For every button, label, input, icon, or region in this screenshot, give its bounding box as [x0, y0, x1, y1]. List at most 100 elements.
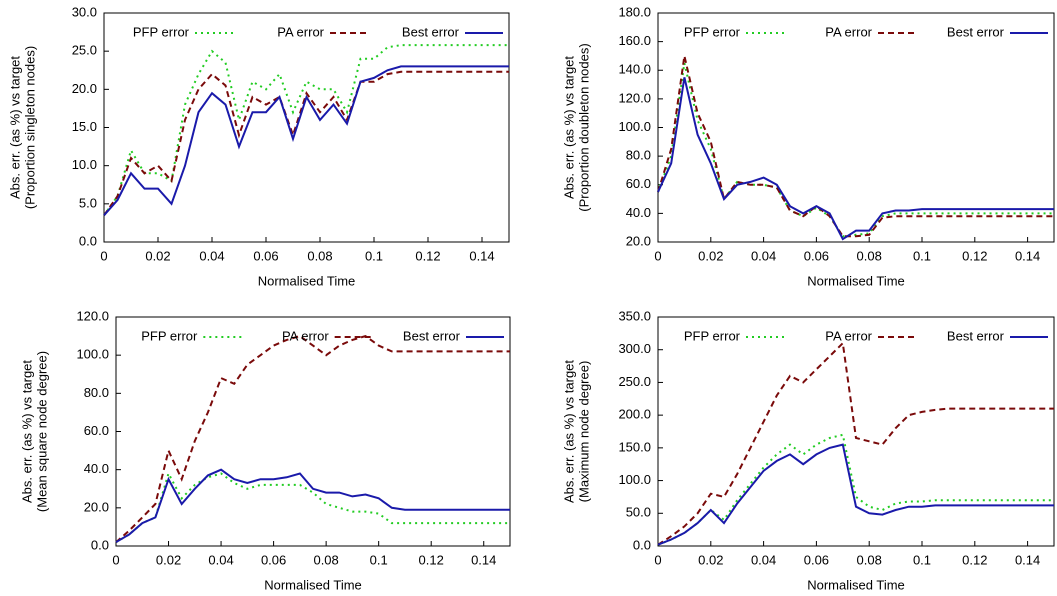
x-axis-title: Normalised Time	[264, 577, 362, 592]
plot-frame	[657, 12, 1055, 243]
x-tick-label: 0.06	[804, 552, 829, 567]
y-axis-title: (Maximum node degree)	[576, 361, 591, 503]
y-tick-label: 120.0	[618, 90, 651, 105]
y-axis-title: Abs. err. (as %) vs target	[7, 56, 22, 199]
x-tick-label: 0.1	[913, 248, 931, 263]
x-tick-label: 0.08	[313, 552, 338, 567]
y-tick-label: 50.0	[626, 505, 651, 520]
y-tick-label: 150.0	[618, 439, 651, 454]
x-tick-label: 0.04	[208, 552, 233, 567]
y-tick-label: 40.0	[626, 205, 651, 220]
x-tick-label: 0.14	[471, 552, 496, 567]
x-tick-label: 0	[100, 248, 107, 263]
x-tick-label: 0.14	[469, 248, 494, 263]
x-tick-label: 0.02	[698, 248, 723, 263]
x-tick-label: 0.06	[261, 552, 286, 567]
y-tick-label: 200.0	[618, 407, 651, 422]
y-tick-label: 100.0	[618, 119, 651, 134]
series-line	[115, 468, 510, 544]
y-tick-label: 40.0	[84, 461, 109, 476]
y-tick-label: 5.0	[79, 195, 97, 210]
y-tick-label: 160.0	[618, 33, 651, 48]
x-tick-label: 0.12	[415, 248, 440, 263]
plot-frame	[103, 12, 510, 243]
x-tick-label: 0.02	[145, 248, 170, 263]
x-tick-label: 0.14	[1015, 552, 1040, 567]
y-tick-label: 10.0	[72, 157, 97, 172]
x-tick-label: 0.04	[199, 248, 224, 263]
legend-label: PA error	[277, 24, 324, 39]
x-tick-label: 0.08	[307, 248, 332, 263]
legend-label: PA error	[282, 328, 329, 343]
x-tick-label: 0.12	[419, 552, 444, 567]
series-line	[657, 77, 1054, 241]
series-line	[657, 443, 1054, 546]
y-tick-label: 20.0	[72, 81, 97, 96]
x-tick-label: 0.04	[751, 248, 776, 263]
legend-label: Best error	[947, 328, 1005, 343]
y-tick-label: 140.0	[618, 62, 651, 77]
y-tick-label: 0.0	[91, 537, 109, 552]
y-axis-title: (Proportion doubleton nodes)	[576, 43, 591, 211]
series-line	[103, 70, 509, 216]
y-tick-label: 15.0	[72, 119, 97, 134]
legend-label: PA error	[825, 24, 872, 39]
x-tick-label: 0.1	[365, 248, 383, 263]
y-tick-label: 80.0	[84, 385, 109, 400]
x-tick-label: 0.12	[962, 248, 987, 263]
plot-frame	[657, 316, 1055, 547]
x-tick-label: 0.02	[698, 552, 723, 567]
y-tick-label: 300.0	[618, 341, 651, 356]
series-line	[657, 62, 1054, 238]
y-tick-label: 25.0	[72, 43, 97, 58]
x-tick-label: 0	[112, 552, 119, 567]
x-tick-label: 0	[654, 552, 661, 567]
series-line	[103, 65, 509, 216]
legend-label: Best error	[402, 24, 460, 39]
y-tick-label: 180.0	[618, 4, 651, 19]
legend-label: PA error	[825, 328, 872, 343]
x-tick-label: 0.06	[253, 248, 278, 263]
y-tick-label: 100.0	[618, 472, 651, 487]
y-axis-title: (Mean square node degree)	[34, 351, 49, 512]
y-tick-label: 100.0	[76, 347, 109, 362]
legend-label: PFP error	[133, 24, 190, 39]
y-tick-label: 60.0	[84, 423, 109, 438]
x-tick-label: 0.06	[804, 248, 829, 263]
x-axis-title: Normalised Time	[807, 577, 905, 592]
y-tick-label: 250.0	[618, 374, 651, 389]
series-line	[657, 341, 1054, 546]
legend-label: Best error	[947, 24, 1005, 39]
x-tick-label: 0.1	[370, 552, 388, 567]
y-tick-label: 20.0	[84, 499, 109, 514]
y-tick-label: 350.0	[618, 308, 651, 323]
y-tick-label: 20.0	[626, 233, 651, 248]
y-tick-label: 120.0	[76, 308, 109, 323]
legend-label: PFP error	[684, 24, 741, 39]
y-axis-title: (Proportion singleton nodes)	[22, 46, 37, 209]
series-line	[103, 44, 509, 216]
x-tick-label: 0.1	[913, 552, 931, 567]
y-axis-title: Abs. err. (as %) vs target	[561, 56, 576, 199]
x-axis-title: Normalised Time	[807, 273, 905, 288]
series-line	[657, 433, 1054, 546]
x-tick-label: 0	[654, 248, 661, 263]
series-line	[115, 470, 510, 544]
x-tick-label: 0.08	[857, 248, 882, 263]
legend-label: Best error	[403, 328, 461, 343]
x-tick-label: 0.02	[156, 552, 181, 567]
y-tick-label: 30.0	[72, 4, 97, 19]
x-tick-label: 0.08	[857, 552, 882, 567]
series-line	[115, 335, 510, 543]
series-line	[657, 55, 1054, 238]
y-tick-label: 0.0	[633, 537, 651, 552]
y-tick-label: 80.0	[626, 148, 651, 163]
y-axis-title: Abs. err. (as %) vs target	[19, 360, 34, 503]
legend-label: PFP error	[141, 328, 198, 343]
legend-label: PFP error	[684, 328, 741, 343]
y-tick-label: 0.0	[79, 233, 97, 248]
x-tick-label: 0.14	[1015, 248, 1040, 263]
x-axis-title: Normalised Time	[258, 273, 356, 288]
y-tick-label: 60.0	[626, 176, 651, 191]
